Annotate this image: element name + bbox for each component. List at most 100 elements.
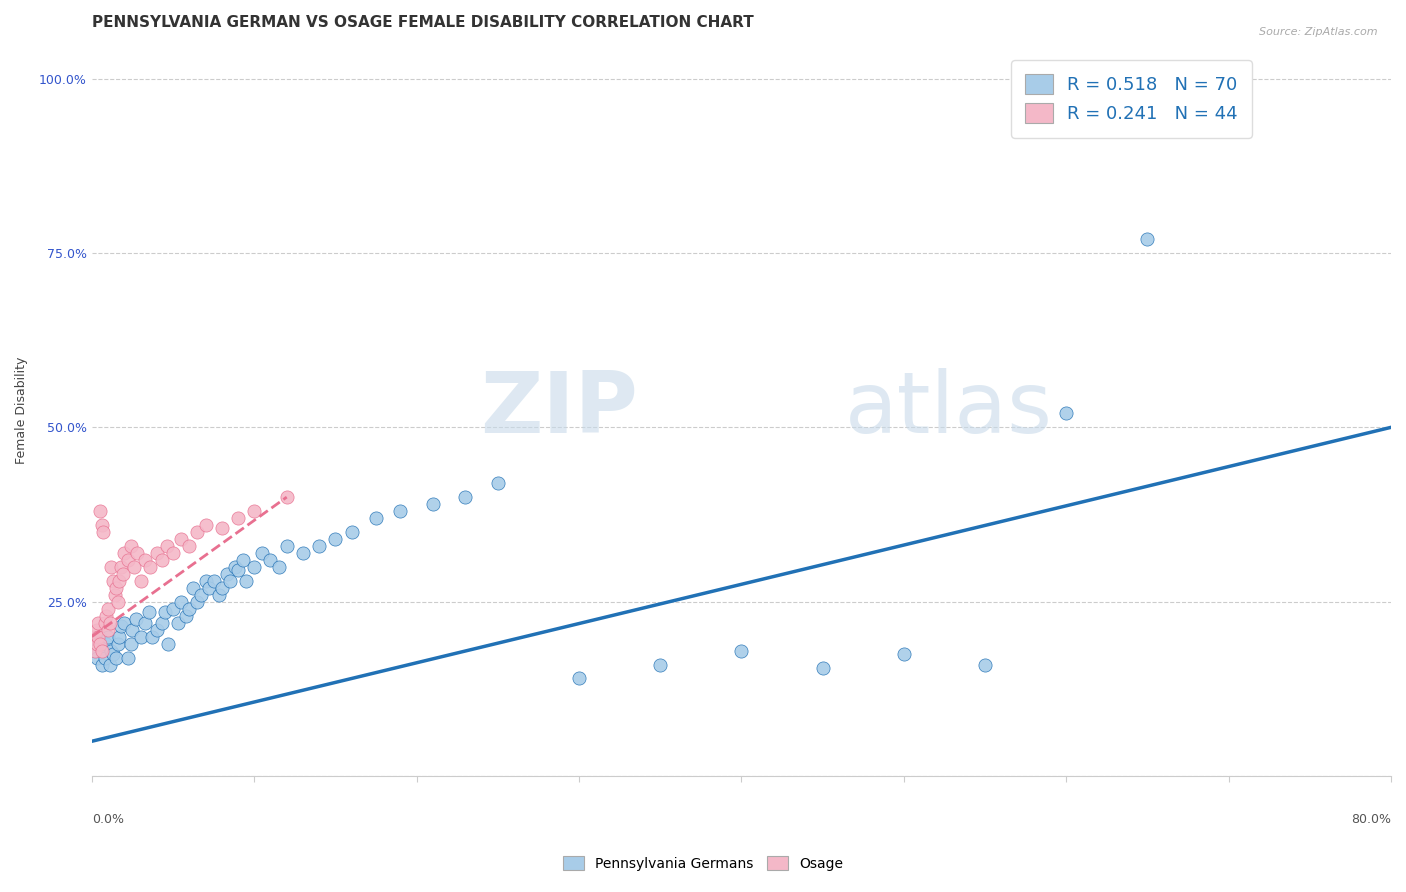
Point xyxy=(129,630,152,644)
Point xyxy=(215,566,238,581)
Point xyxy=(181,581,204,595)
Point xyxy=(259,553,281,567)
Point xyxy=(1136,232,1159,246)
Point xyxy=(84,643,107,657)
Point xyxy=(1054,406,1077,420)
Point xyxy=(232,553,254,567)
Point xyxy=(98,657,121,672)
Point xyxy=(134,615,156,630)
Point xyxy=(134,553,156,567)
Point xyxy=(108,574,131,588)
Point xyxy=(87,615,110,630)
Point xyxy=(141,630,163,644)
Point xyxy=(243,559,266,574)
Point xyxy=(120,539,142,553)
Point xyxy=(179,601,201,615)
Text: Source: ZipAtlas.com: Source: ZipAtlas.com xyxy=(1260,27,1378,37)
Point xyxy=(117,650,139,665)
Point xyxy=(111,566,134,581)
Point xyxy=(486,476,509,491)
Point xyxy=(94,650,117,665)
Point xyxy=(197,581,219,595)
Point xyxy=(364,511,387,525)
Point xyxy=(174,608,197,623)
Point xyxy=(100,643,122,657)
Point xyxy=(110,559,132,574)
Text: 0.0%: 0.0% xyxy=(91,813,124,826)
Point xyxy=(202,574,225,588)
Text: ZIP: ZIP xyxy=(479,368,637,451)
Point xyxy=(139,559,162,574)
Legend: Pennsylvania Germans, Osage: Pennsylvania Germans, Osage xyxy=(557,850,849,876)
Point xyxy=(101,647,124,661)
Point xyxy=(96,637,118,651)
Legend: R = 0.518   N = 70, R = 0.241   N = 44: R = 0.518 N = 70, R = 0.241 N = 44 xyxy=(1011,60,1253,137)
Point xyxy=(138,605,160,619)
Point xyxy=(167,615,190,630)
Point xyxy=(219,574,242,588)
Point xyxy=(86,637,108,651)
Point xyxy=(105,650,128,665)
Point xyxy=(194,574,217,588)
Point xyxy=(226,511,249,525)
Point xyxy=(308,539,330,553)
Point xyxy=(112,615,135,630)
Point xyxy=(179,539,201,553)
Point xyxy=(105,581,128,595)
Point xyxy=(650,657,672,672)
Point xyxy=(112,546,135,560)
Point xyxy=(211,581,233,595)
Point xyxy=(162,601,184,615)
Point xyxy=(127,546,149,560)
Point xyxy=(207,588,229,602)
Point xyxy=(90,643,112,657)
Point xyxy=(87,637,110,651)
Point xyxy=(82,630,104,644)
Point xyxy=(186,595,208,609)
Point xyxy=(454,490,477,504)
Point xyxy=(97,630,120,644)
Point xyxy=(186,524,208,539)
Point xyxy=(194,518,217,533)
Point xyxy=(291,546,314,560)
Point xyxy=(211,521,233,535)
Point xyxy=(730,643,752,657)
Point xyxy=(91,524,114,539)
Point xyxy=(87,630,110,644)
Point xyxy=(89,630,111,644)
Point xyxy=(267,559,290,574)
Point xyxy=(121,623,143,637)
Point xyxy=(90,518,112,533)
Point xyxy=(97,623,120,637)
Point xyxy=(157,637,180,651)
Point xyxy=(243,504,266,518)
Point xyxy=(150,553,173,567)
Point xyxy=(86,650,108,665)
Point xyxy=(974,657,997,672)
Point xyxy=(276,539,298,553)
Point xyxy=(103,588,125,602)
Point xyxy=(107,637,129,651)
Point xyxy=(110,619,132,633)
Point xyxy=(89,637,111,651)
Point xyxy=(84,643,107,657)
Point xyxy=(107,595,129,609)
Point xyxy=(1218,71,1240,86)
Point xyxy=(226,563,249,577)
Point xyxy=(117,553,139,567)
Point xyxy=(150,615,173,630)
Text: 80.0%: 80.0% xyxy=(1351,813,1391,826)
Point xyxy=(224,559,246,574)
Point xyxy=(97,601,120,615)
Point xyxy=(98,615,121,630)
Point xyxy=(146,623,169,637)
Point xyxy=(129,574,152,588)
Point xyxy=(811,661,834,675)
Point xyxy=(108,630,131,644)
Point xyxy=(89,504,111,518)
Point xyxy=(122,559,145,574)
Point xyxy=(101,574,124,588)
Point xyxy=(568,672,591,686)
Point xyxy=(86,623,108,637)
Y-axis label: Female Disability: Female Disability xyxy=(15,356,28,464)
